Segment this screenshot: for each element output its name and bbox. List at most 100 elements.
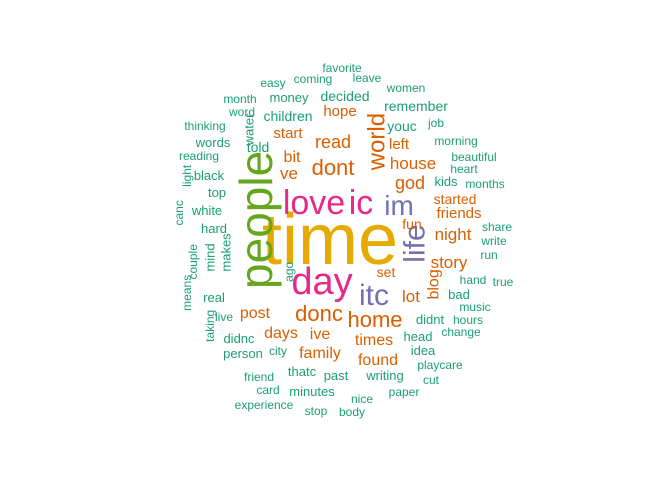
word-experience: experience [235,398,294,412]
word-friends: friends [436,205,481,222]
word-dont: dont [312,155,355,180]
word-start: start [273,125,303,142]
word-ive: ive [310,326,331,343]
word-hours: hours [453,313,483,327]
word-reading: reading [179,149,219,163]
word-light: light [180,164,194,187]
word-black: black [194,168,225,183]
word-people: people [230,151,282,289]
word-heart: heart [450,162,478,176]
word-card: card [256,383,279,397]
word-money: money [269,90,309,105]
word-thinking: thinking [184,119,225,133]
word-easy: easy [260,76,285,90]
word-hope: hope [323,103,356,120]
word-children: children [263,108,312,124]
word-thatc: thatc [288,364,317,379]
word-time: time [262,200,398,280]
word-words: words [195,135,231,150]
word-change: change [441,325,481,339]
word-told: told [247,139,270,155]
word-post: post [240,305,271,322]
word-nice: nice [351,392,373,406]
word-taking: taking [203,310,217,342]
word-women: women [386,81,426,95]
word-months: months [465,177,504,191]
word-body: body [339,405,365,419]
word-person: person [223,346,263,361]
word-hard: hard [201,221,227,236]
word-month: month [223,92,256,106]
word-started: started [434,191,477,207]
word-share: share [482,220,512,234]
word-god: god [395,173,425,193]
word-ago: ago [282,261,296,281]
word-kids: kids [434,174,458,189]
word-family: family [299,345,341,362]
word-house: house [390,154,436,173]
word-left: left [389,136,410,153]
word-real: real [203,290,225,305]
word-days: days [264,325,298,342]
word-lot: lot [402,287,420,306]
word-ic: ic [349,184,374,222]
word-love: love [283,184,345,222]
word-ve: ve [280,164,298,183]
word-story: story [431,253,468,272]
word-itc: itc [359,279,389,312]
word-coming: coming [294,72,333,86]
word-write: write [480,234,507,248]
word-means: means [180,275,194,311]
word-morning: morning [434,134,477,148]
word-day: day [291,261,352,303]
word-head: head [404,329,433,344]
word-job: job [427,116,444,130]
word-past: past [324,368,349,383]
word-beautiful: beautiful [451,150,496,164]
word-mind: mind [203,243,218,271]
word-fun: fun [402,216,421,232]
word-didnt: didnt [416,312,445,327]
word-life: life [399,224,432,262]
word-remember: remember [384,98,448,114]
word-playcare: playcare [417,358,463,372]
word-hand: hand [460,273,487,287]
word-decided: decided [320,88,369,104]
word-writing: writing [365,368,404,383]
word-leave: leave [353,71,382,85]
word-found: found [358,352,398,369]
word-donc: donc [295,301,343,326]
word-white: white [191,203,222,218]
word-friend: friend [244,370,274,384]
word-stop: stop [305,404,328,418]
word-youc: youc [387,118,417,134]
word-home: home [347,307,402,332]
word-im: im [384,190,414,221]
word-didnc: didnc [223,331,255,346]
word-bit: bit [284,149,301,166]
word-word: word [228,105,255,119]
word-water: water [242,113,257,146]
word-world: world [363,113,390,171]
word-live: live [215,310,233,324]
word-paper: paper [389,385,420,399]
word-idea: idea [411,343,436,358]
word-favorite: favorite [322,61,362,75]
word-blog: blog [426,269,443,299]
word-read: read [315,132,351,152]
word-minutes: minutes [289,384,335,399]
word-set: set [377,264,396,280]
word-couple: couple [186,244,200,280]
word-cut: cut [423,373,440,387]
word-night: night [435,225,472,244]
word-music: music [459,300,490,314]
word-makes: makes [219,233,234,272]
word-canc: canc [172,200,186,225]
word-run: run [480,248,497,262]
word-top: top [208,185,226,200]
word-true: true [493,275,514,289]
word-bad: bad [448,287,470,302]
word-times: times [355,332,393,349]
word-city: city [269,344,287,358]
